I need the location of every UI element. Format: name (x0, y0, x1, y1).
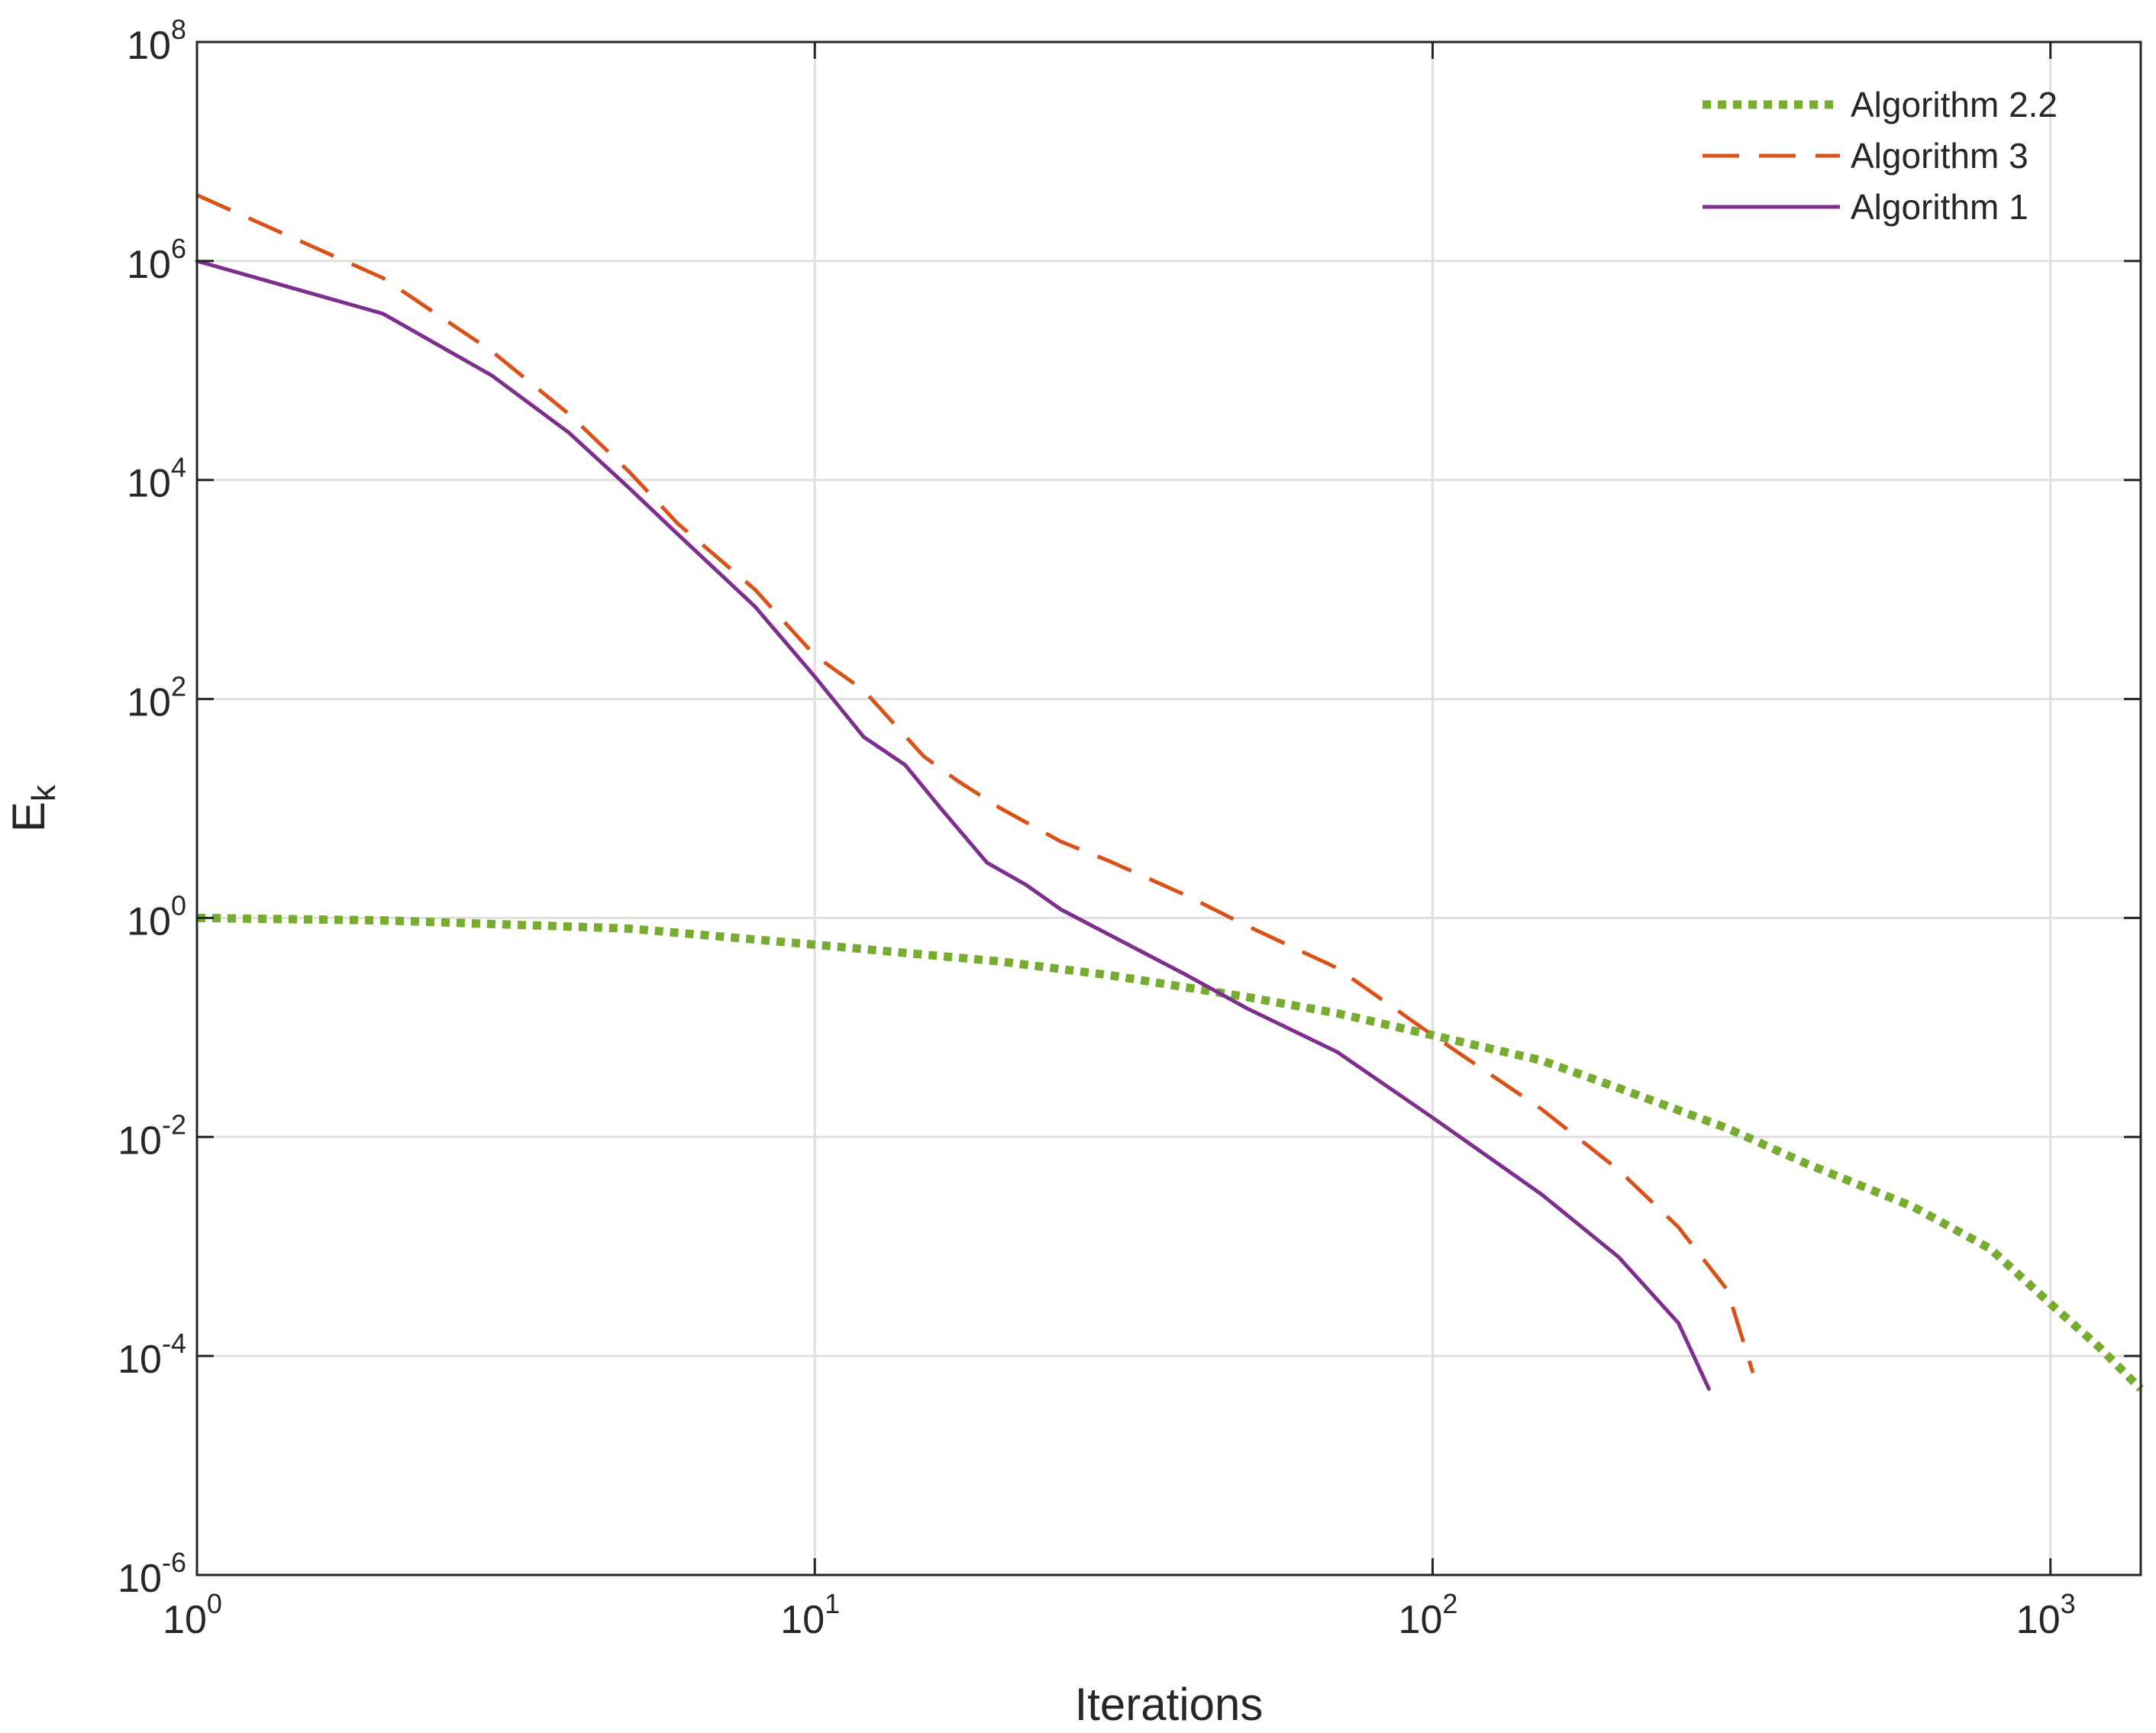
x-tick-label: 102 (1399, 1588, 1458, 1642)
y-tick-label-exponent: 2 (171, 671, 186, 702)
legend-label: Algorithm 2.2 (1851, 85, 2058, 124)
ticks (195, 40, 2141, 1576)
series-line-algorithm-1 (195, 259, 1711, 1391)
series-line-algorithm-3 (195, 193, 1755, 1374)
series-line-algorithm-2-2 (196, 913, 2144, 1393)
y-tick-label-base: 10 (127, 899, 171, 944)
x-tick-label-base: 10 (1399, 1598, 1443, 1642)
y-tick-label: 106 (127, 233, 186, 287)
x-tick-label-base: 10 (2016, 1598, 2061, 1642)
legend-label: Algorithm 3 (1851, 136, 2029, 176)
y-tick-label-exponent: 8 (171, 14, 186, 45)
series-layer (195, 193, 2144, 1393)
y-tick-label: 100 (127, 889, 186, 944)
y-axis-title-subscript: k (25, 784, 63, 802)
grid (197, 42, 2141, 1575)
y-tick-label-exponent: -6 (162, 1547, 186, 1578)
x-tick-label-base: 10 (163, 1598, 207, 1642)
y-tick-label-exponent: 0 (171, 889, 186, 921)
y-tick-label: 10-2 (118, 1109, 186, 1163)
x-tick-label: 100 (163, 1588, 222, 1642)
y-tick-label-base: 10 (118, 1118, 162, 1163)
y-tick-label-exponent: 6 (171, 233, 186, 264)
y-tick-label: 102 (127, 671, 186, 725)
y-tick-label-exponent: 4 (171, 452, 186, 483)
y-axis-title: Ek (3, 784, 63, 832)
y-tick-label-base: 10 (127, 462, 171, 506)
y-tick-label-exponent: -4 (162, 1328, 186, 1359)
legend-label: Algorithm 1 (1851, 187, 2029, 227)
x-tick-label-exponent: 0 (207, 1588, 222, 1619)
x-tick-label: 101 (780, 1588, 840, 1642)
y-tick-label: 10-4 (118, 1328, 186, 1382)
x-tick-label-exponent: 2 (1442, 1588, 1457, 1619)
x-tick-label-exponent: 3 (2061, 1588, 2076, 1619)
x-tick-label: 103 (2016, 1588, 2076, 1642)
y-tick-label-exponent: -2 (162, 1109, 186, 1140)
y-tick-label-base: 10 (118, 1557, 162, 1601)
y-axis-title-main: E (3, 802, 54, 832)
legend: Algorithm 2.2 Algorithm 3 Algorithm 1 (1703, 85, 2058, 227)
plot-frame (195, 40, 2142, 1576)
y-tick-label-base: 10 (127, 24, 171, 68)
y-tick-label: 10-6 (118, 1547, 186, 1601)
x-tick-label-base: 10 (780, 1598, 825, 1642)
y-tick-label-base: 10 (127, 243, 171, 287)
y-tick-label-base: 10 (118, 1338, 162, 1382)
y-tick-label-base: 10 (127, 681, 171, 725)
x-tick-label-exponent: 1 (825, 1588, 840, 1619)
x-axis-title: Iterations (1075, 1679, 1264, 1730)
y-tick-label: 104 (127, 452, 186, 506)
y-tick-label: 108 (127, 14, 186, 68)
